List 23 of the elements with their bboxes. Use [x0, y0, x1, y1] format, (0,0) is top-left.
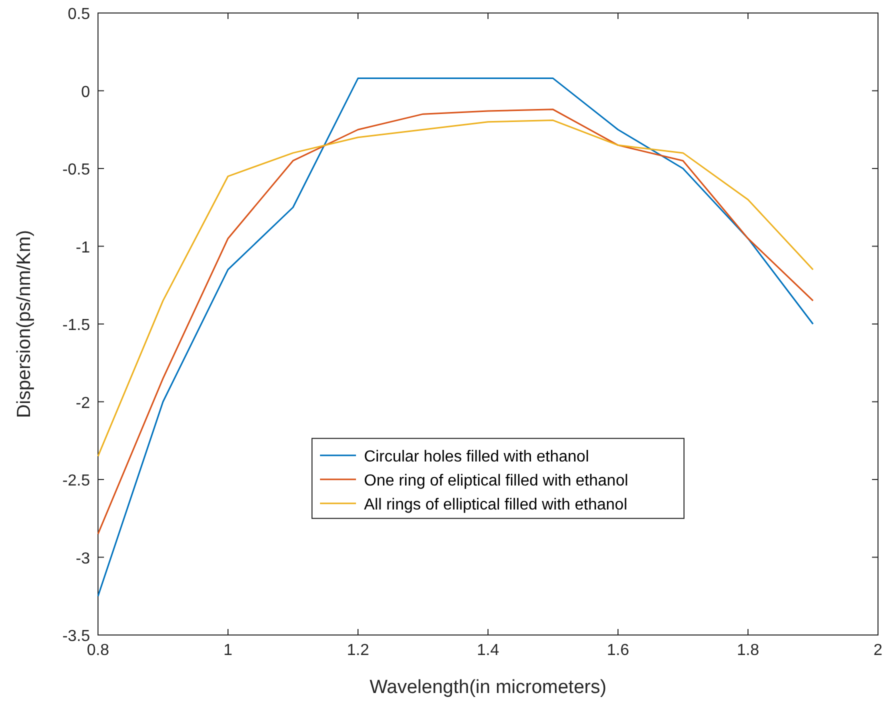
x-tick-label: 1	[224, 642, 233, 659]
x-tick-label: 1.4	[476, 642, 500, 659]
y-tick-label: -2.5	[62, 472, 90, 490]
y-tick-label: -3	[76, 550, 90, 568]
y-tick-label: -0.5	[62, 162, 90, 178]
line-series	[97, 78, 814, 597]
legend-label: Circular holes filled with ethanol	[364, 448, 589, 466]
y-tick-label: 0	[81, 84, 90, 101]
y-axis-title: Dispersion(ps/nm/Km)	[14, 230, 35, 418]
y-tick-label: -1.5	[62, 317, 90, 334]
x-tick-label: 1.8	[736, 642, 760, 659]
x-tick-label: 1.2	[346, 642, 370, 659]
y-tick-label: -1	[76, 239, 90, 256]
y-tick-label: 0.5	[68, 6, 90, 23]
y-tick-label: -3.5	[62, 628, 90, 645]
legend-label: One ring of eliptical filled with ethanol	[364, 472, 628, 490]
legend-label: All rings of elliptical filled with ethanol	[364, 496, 628, 514]
x-tick-label: 0.8	[86, 642, 110, 659]
y-tick-label: -2	[76, 394, 90, 412]
x-tick-label: 1.6	[606, 642, 630, 659]
x-tick-label: 2	[874, 642, 883, 659]
line-series	[97, 108, 814, 535]
x-axis-title: Wavelength(in micrometers)	[370, 677, 606, 698]
